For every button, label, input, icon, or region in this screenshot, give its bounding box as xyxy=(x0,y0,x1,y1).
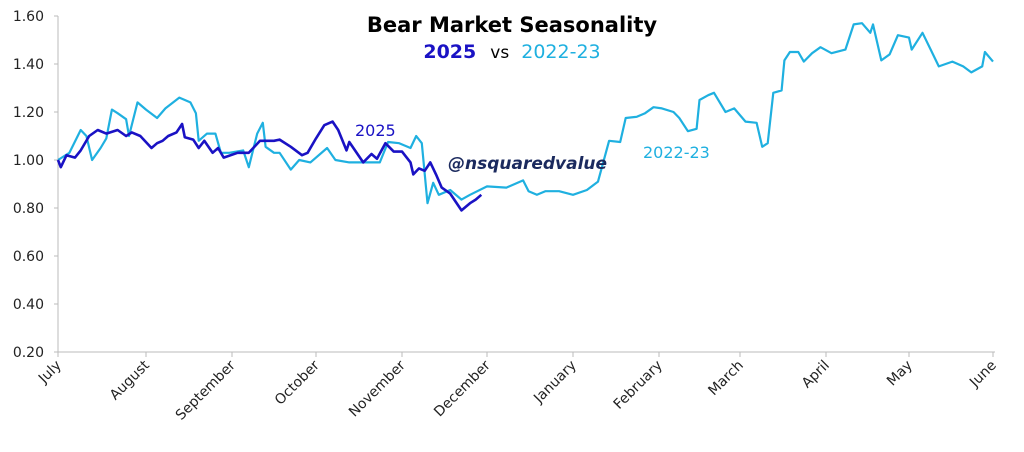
x-tick-label: December xyxy=(431,357,494,420)
x-tick-label: August xyxy=(107,357,153,403)
x-tick-label: July xyxy=(35,358,65,388)
y-tick-label: 1.60 xyxy=(13,9,44,25)
chart-subtitle: 2025 vs 2022-23 xyxy=(423,41,600,63)
y-tick-label: 0.80 xyxy=(13,201,44,217)
x-tick-label: March xyxy=(705,358,746,399)
subtitle-2022-23: 2022-23 xyxy=(521,41,600,63)
series-label-2025: 2025 xyxy=(355,121,396,140)
watermark: @nsquaredvalue xyxy=(448,154,607,174)
series-line-2022-23 xyxy=(57,22,994,205)
y-tick-label: 0.20 xyxy=(13,345,44,361)
series-label-2022-23: 2022-23 xyxy=(643,143,710,162)
subtitle-vs: vs xyxy=(490,43,509,63)
x-tick-label: September xyxy=(173,357,239,423)
y-tick-label: 0.60 xyxy=(13,249,44,265)
x-tick-label: May xyxy=(884,358,916,390)
chart-title: Bear Market Seasonality xyxy=(367,13,658,37)
x-tick-label: January xyxy=(530,358,580,408)
x-tick-label: October xyxy=(272,357,323,408)
y-tick-label: 1.20 xyxy=(13,105,44,121)
y-tick-label: 1.00 xyxy=(13,153,44,169)
x-tick-label: April xyxy=(799,358,833,392)
subtitle-2025: 2025 xyxy=(423,41,476,63)
y-tick-label: 0.40 xyxy=(13,297,44,313)
series-line-2025 xyxy=(56,120,483,212)
x-tick-label: June xyxy=(966,358,1000,392)
y-tick-label: 1.40 xyxy=(13,57,44,73)
x-tick-label: November xyxy=(346,357,409,420)
x-tick-label: February xyxy=(611,358,666,413)
